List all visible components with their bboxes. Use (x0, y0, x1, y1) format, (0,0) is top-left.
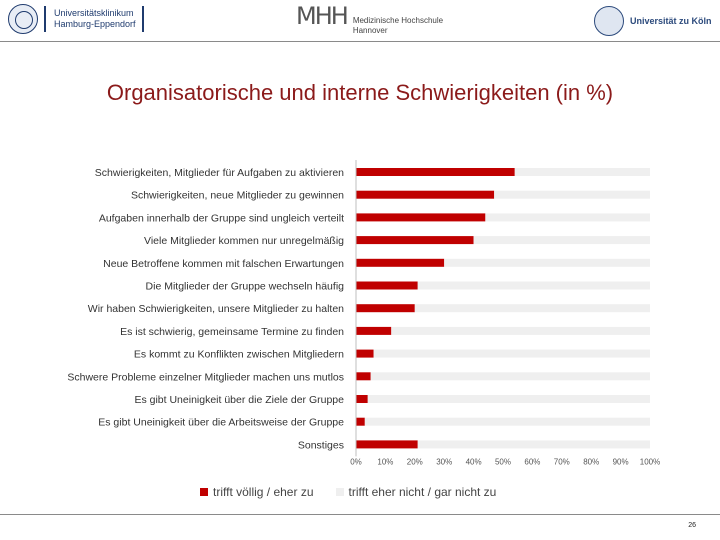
uke-logo: Universitätsklinikum Hamburg-Eppendorf (8, 4, 144, 34)
bar-secondary (494, 190, 650, 199)
mhh-logo-text: Medizinische Hochschule Hannover (353, 16, 443, 36)
x-tick-label: 10% (377, 457, 393, 466)
bar-primary (356, 349, 374, 358)
mhh-line-1: Medizinische Hochschule (352, 16, 444, 25)
legend-item-primary: trifft völlig / eher zu (200, 485, 314, 499)
bar-secondary (364, 417, 650, 426)
bar-secondary (417, 281, 650, 290)
mhh-logo: MHH Medizinische Hochschule Hannover (296, 2, 443, 36)
bar-secondary (514, 168, 650, 176)
category-label: Es kommt zu Konflikten zwischen Mitglied… (134, 349, 344, 361)
x-tick-label: 80% (583, 457, 599, 466)
uke-line-1: Universitätsklinikum (54, 8, 134, 18)
uke-seal-icon (8, 4, 38, 34)
bar-secondary (367, 395, 650, 403)
koeln-logo-text: Universität zu Köln (630, 16, 712, 26)
bar-primary (356, 213, 486, 222)
slide-header: Universitätsklinikum Hamburg-Eppendorf M… (0, 0, 720, 42)
koeln-seal-icon (594, 6, 624, 36)
uke-logo-text: Universitätsklinikum Hamburg-Eppendorf (54, 8, 136, 30)
legend-label-secondary: trifft eher nicht / gar nicht zu (348, 485, 497, 499)
bar-primary (356, 168, 515, 176)
mhh-line-2: Hannover (352, 26, 388, 35)
legend-item-secondary: trifft eher nicht / gar nicht zu (335, 485, 497, 499)
x-tick-label: 70% (554, 457, 570, 466)
bar-primary (356, 258, 445, 267)
bar-secondary (444, 258, 650, 267)
category-label: Es gibt Uneinigkeit über die Arbeitsweis… (98, 417, 344, 429)
header-divider (0, 41, 720, 42)
bar-primary (356, 304, 415, 313)
x-tick-label: 90% (613, 457, 629, 466)
category-label: Es gibt Uneinigkeit über die Ziele der G… (134, 394, 344, 406)
x-tick-label: 30% (436, 457, 452, 466)
category-label: Aufgaben innerhalb der Gruppe sind ungle… (99, 212, 344, 224)
category-label: Schwere Probleme einzelner Mitglieder ma… (67, 371, 344, 383)
bar-secondary (370, 372, 650, 381)
x-tick-label: 20% (407, 457, 423, 466)
bar-secondary (414, 304, 650, 313)
category-label: Wir haben Schwierigkeiten, unsere Mitgli… (88, 303, 344, 315)
koeln-logo: Universität zu Köln (594, 6, 712, 36)
category-label: Die Mitglieder der Gruppe wechseln häufi… (146, 281, 345, 293)
x-tick-label: 50% (495, 457, 511, 466)
bar-secondary (391, 326, 650, 335)
uke-line-2: Hamburg-Eppendorf (54, 19, 136, 29)
bar-secondary (373, 349, 650, 358)
bar-chart: Schwierigkeiten, Mitglieder für Aufgaben… (67, 160, 660, 466)
page-number: 26 (688, 522, 696, 529)
bar-secondary (417, 440, 650, 449)
x-tick-label: 60% (524, 457, 540, 466)
chart-legend: trifft völlig / eher zu trifft eher nich… (200, 485, 518, 499)
x-tick-label: 0% (350, 457, 362, 466)
category-label: Sonstiges (298, 439, 344, 451)
slide-title: Organisatorische und interne Schwierigke… (106, 80, 614, 105)
bar-secondary (473, 236, 650, 245)
legend-swatch-primary (200, 488, 208, 496)
x-tick-label: 40% (466, 457, 482, 466)
bar-primary (356, 395, 368, 403)
category-label: Neue Betroffene kommen mit falschen Erwa… (103, 258, 344, 270)
legend-label-primary: trifft völlig / eher zu (213, 485, 314, 499)
bar-secondary (485, 213, 650, 222)
bar-primary (356, 236, 474, 245)
bar-primary (356, 190, 495, 199)
uke-logo-bar-right (141, 6, 144, 32)
bar-primary (356, 281, 418, 290)
mhh-logo-mark: MHH (296, 2, 349, 30)
bar-primary (356, 372, 371, 381)
legend-swatch-secondary (335, 488, 344, 496)
category-label: Schwierigkeiten, Mitglieder für Aufgaben… (95, 167, 344, 179)
footer-divider (0, 514, 720, 515)
x-tick-label: 100% (640, 457, 660, 466)
bar-primary (356, 326, 392, 335)
category-label: Schwierigkeiten, neue Mitglieder zu gewi… (131, 190, 344, 202)
bar-primary (356, 417, 365, 426)
bar-primary (356, 440, 418, 449)
uke-logo-bar (44, 6, 46, 32)
category-label: Es ist schwierig, gemeinsame Termine zu … (120, 326, 344, 338)
category-label: Viele Mitglieder kommen nur unregelmäßig (144, 235, 344, 247)
